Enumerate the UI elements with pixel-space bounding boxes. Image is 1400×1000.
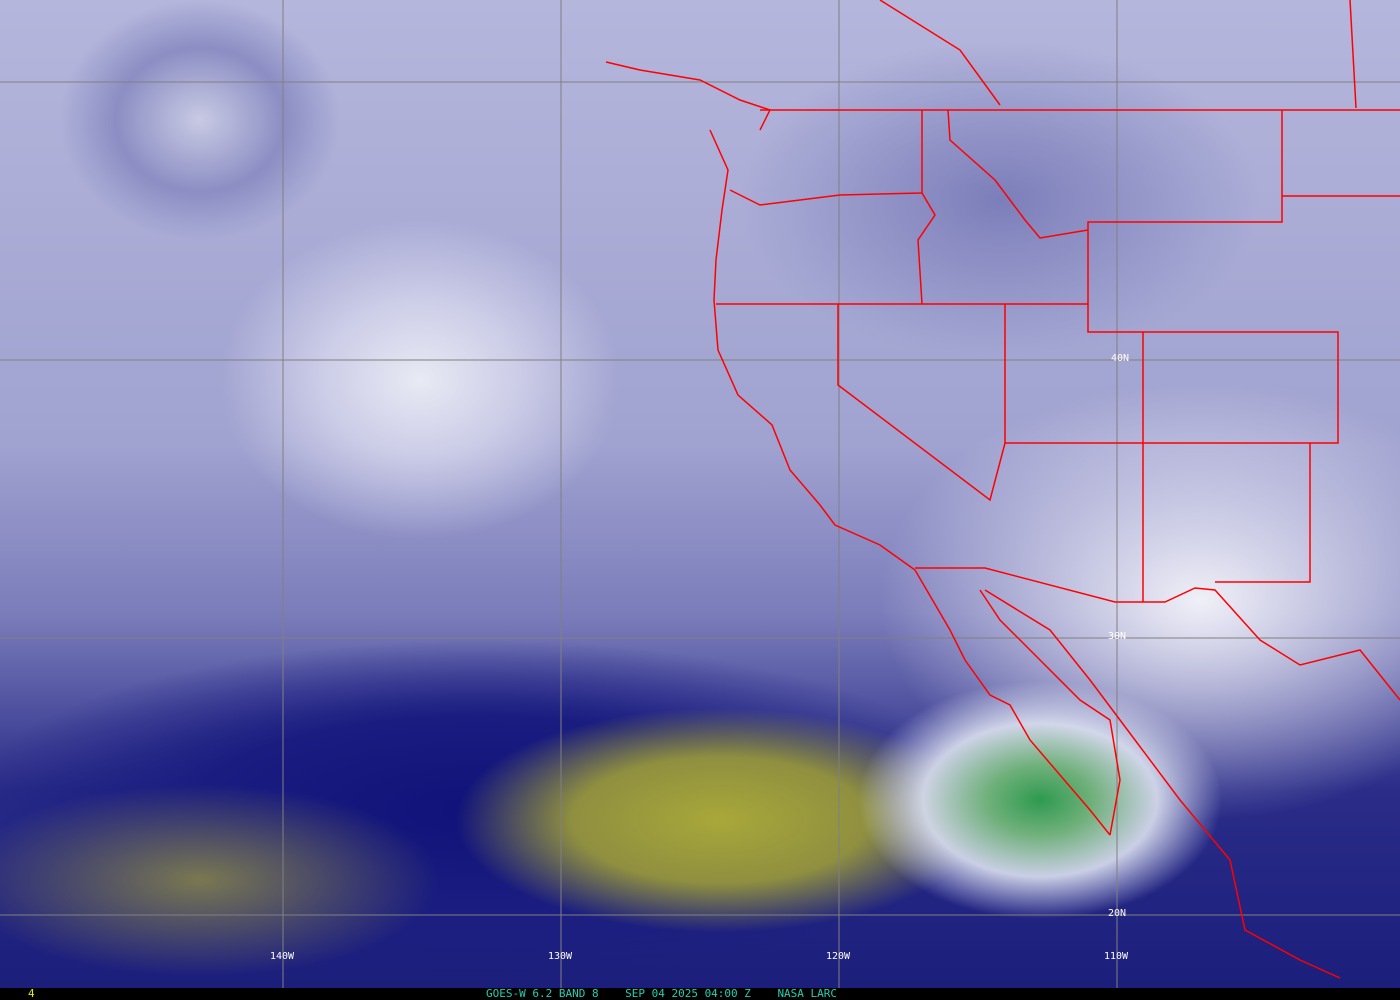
- pacific-coast-us: [709, 129, 916, 571]
- wa-or-border: [729, 110, 923, 206]
- label-20n: 20N: [1108, 908, 1127, 919]
- canada-east: [1349, 0, 1357, 109]
- canada-bc-ab: [879, 0, 1001, 106]
- label-130w: 130W: [548, 951, 573, 962]
- timestamp: SEP 04 2025 04:00 Z: [625, 987, 751, 1000]
- label-140w: 140W: [270, 951, 295, 962]
- label-40n: 40N: [1111, 353, 1130, 364]
- ca-nv-border: [837, 304, 1006, 502]
- or-id-border: [917, 192, 936, 305]
- label-30n: 30N: [1108, 631, 1127, 642]
- satellite-band: GOES-W 6.2 BAND 8: [486, 987, 599, 1000]
- label-120w: 120W: [826, 951, 851, 962]
- caption-bar: 4 GOES-W 6.2 BAND 8 SEP 04 2025 04:00 Z …: [0, 988, 1400, 1000]
- frame-number: 4: [28, 987, 35, 1000]
- vancouver-island: [605, 61, 772, 131]
- baja-east-coast: [979, 589, 1121, 836]
- label-110w: 110W: [1104, 951, 1129, 962]
- nv-border: [1004, 110, 1339, 444]
- source: NASA LARC: [777, 987, 838, 1000]
- caption: GOES-W 6.2 BAND 8 SEP 04 2025 04:00 Z NA…: [486, 988, 837, 1000]
- mexico-mainland-coast: [984, 589, 1341, 979]
- baja-west-coast: [914, 569, 1111, 836]
- nm-tx: [1215, 443, 1311, 583]
- political-borders: [605, 0, 1400, 979]
- idaho-mt: [947, 109, 1089, 239]
- us-mexico-border: [915, 567, 1400, 701]
